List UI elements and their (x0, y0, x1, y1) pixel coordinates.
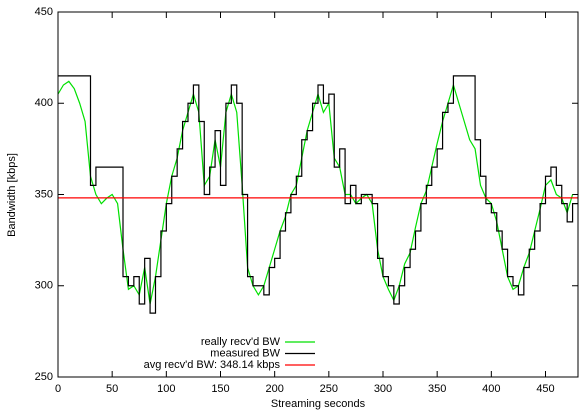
y-tick-label: 300 (35, 280, 53, 292)
x-tick-label: 200 (265, 383, 283, 395)
x-tick-label: 0 (55, 383, 61, 395)
y-tick-label: 400 (35, 97, 53, 109)
plot-frame (57, 11, 579, 378)
x-tick-label: 50 (106, 383, 118, 395)
legend-label: avg recv'd BW: 348.14 kbps (144, 359, 281, 371)
legend-label: measured BW (210, 347, 280, 359)
x-tick-label: 300 (374, 383, 392, 395)
y-tick-label: 350 (35, 188, 53, 200)
series-line (57, 80, 574, 305)
x-tick-label: 450 (536, 383, 554, 395)
legend-label: really recv'd BW (201, 336, 281, 348)
x-tick-label: 150 (211, 383, 229, 395)
y-tick-label: 250 (35, 371, 53, 383)
x-tick-label: 400 (482, 383, 500, 395)
x-tick-label: 350 (428, 383, 446, 395)
y-tick-label: 450 (35, 6, 53, 18)
y-axis-label: Bandwidth [kbps] (6, 153, 18, 237)
x-tick-label: 250 (320, 383, 338, 395)
x-tick-label: 100 (157, 383, 175, 395)
series-line (58, 75, 578, 314)
x-axis-label: Streaming seconds (271, 398, 366, 410)
